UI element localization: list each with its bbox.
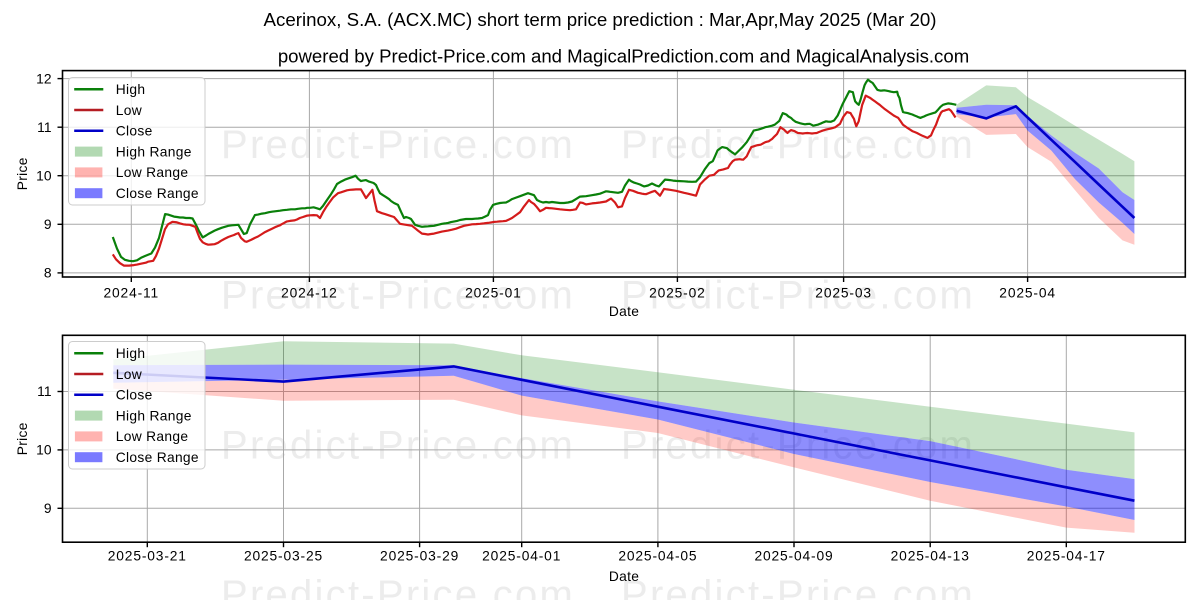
svg-text:Predict-Price.com: Predict-Price.com <box>621 424 975 468</box>
svg-text:Low Range: Low Range <box>116 165 189 180</box>
svg-text:Predict-Price.com: Predict-Price.com <box>621 274 975 318</box>
svg-text:Predict-Price.com: Predict-Price.com <box>621 123 975 167</box>
svg-text:High Range: High Range <box>116 408 192 423</box>
svg-text:2025-01: 2025-01 <box>465 286 522 301</box>
svg-text:Predict-Price.com: Predict-Price.com <box>221 573 575 600</box>
svg-text:11: 11 <box>37 384 51 399</box>
svg-text:Close: Close <box>116 388 153 403</box>
svg-text:High: High <box>116 82 146 97</box>
svg-text:Predict-Price.com: Predict-Price.com <box>221 274 575 318</box>
svg-text:powered by Predict-Price.com a: powered by Predict-Price.com and Magical… <box>278 45 969 66</box>
svg-text:Predict-Price.com: Predict-Price.com <box>221 123 575 167</box>
svg-text:Predict-Price.com: Predict-Price.com <box>221 424 575 468</box>
svg-text:2025-03-21: 2025-03-21 <box>108 549 187 564</box>
svg-text:Close Range: Close Range <box>116 186 199 201</box>
svg-text:9: 9 <box>44 217 52 232</box>
svg-text:10: 10 <box>36 168 52 183</box>
svg-text:Low: Low <box>116 103 142 118</box>
svg-text:11: 11 <box>37 120 51 135</box>
svg-text:Acerinox, S.A. (ACX.MC) short: Acerinox, S.A. (ACX.MC) short term price… <box>264 9 937 30</box>
svg-text:2025-03-29: 2025-03-29 <box>380 549 459 564</box>
svg-text:8: 8 <box>44 266 52 281</box>
svg-text:Low: Low <box>116 367 142 382</box>
svg-text:2025-04-17: 2025-04-17 <box>1027 549 1106 564</box>
svg-text:2025-04-09: 2025-04-09 <box>754 549 833 564</box>
svg-text:10: 10 <box>36 443 52 458</box>
svg-text:2025-04-13: 2025-04-13 <box>891 549 970 564</box>
svg-text:2025-04-01: 2025-04-01 <box>482 549 561 564</box>
svg-text:12: 12 <box>36 71 51 86</box>
svg-text:Predict-Price.com: Predict-Price.com <box>621 573 975 600</box>
svg-text:Close: Close <box>116 124 153 139</box>
svg-text:Date: Date <box>609 304 639 319</box>
svg-text:High Range: High Range <box>116 144 192 159</box>
svg-text:2025-04: 2025-04 <box>999 286 1056 301</box>
svg-text:Price: Price <box>15 157 30 190</box>
svg-text:Date: Date <box>609 569 639 584</box>
svg-text:2025-03-25: 2025-03-25 <box>244 549 323 564</box>
svg-text:2025-03: 2025-03 <box>815 286 872 301</box>
svg-text:2025-04-05: 2025-04-05 <box>618 549 697 564</box>
svg-text:2024-12: 2024-12 <box>281 286 338 301</box>
svg-text:Close Range: Close Range <box>116 450 199 465</box>
svg-text:Price: Price <box>15 422 30 455</box>
svg-text:2025-02: 2025-02 <box>649 286 706 301</box>
svg-text:9: 9 <box>44 501 52 516</box>
svg-text:High: High <box>116 346 146 361</box>
svg-text:2024-11: 2024-11 <box>104 286 160 301</box>
svg-text:Low Range: Low Range <box>116 429 189 444</box>
